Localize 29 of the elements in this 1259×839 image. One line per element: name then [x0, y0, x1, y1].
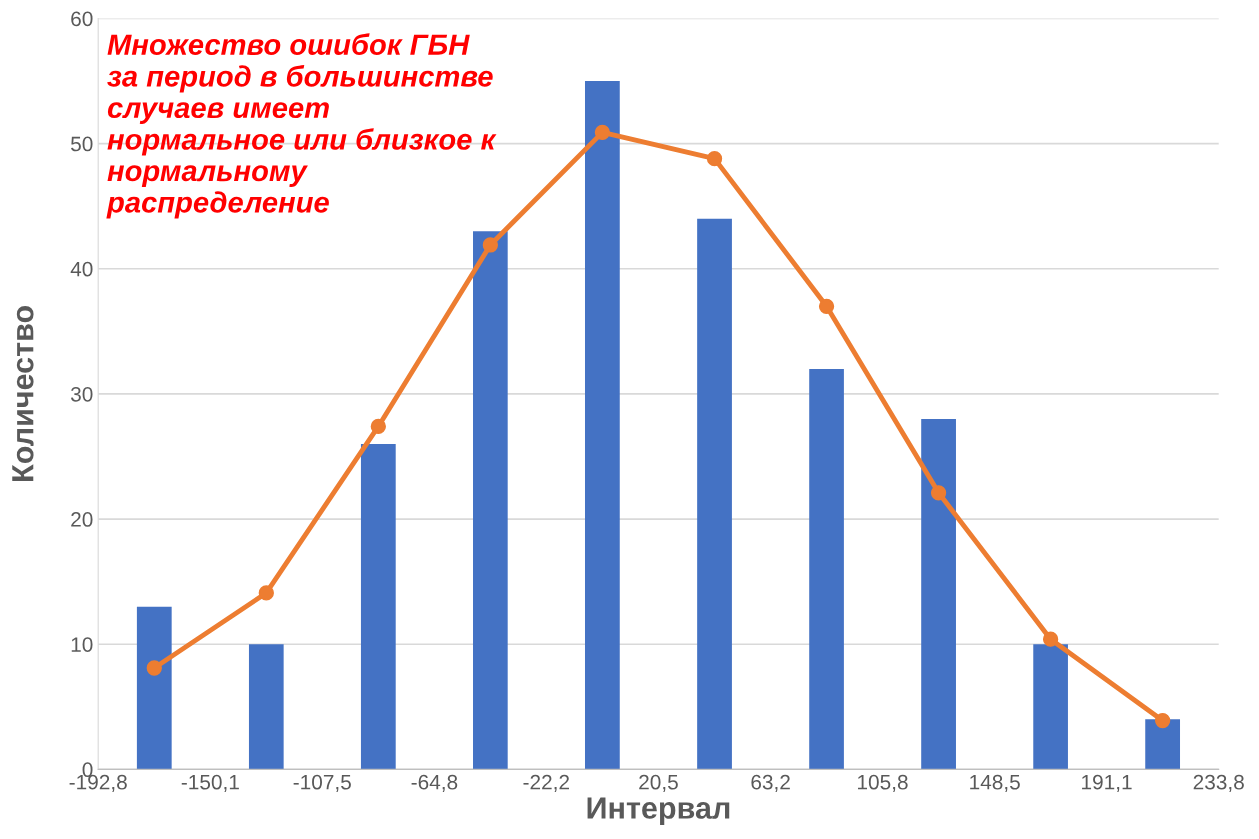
y-tick-label: 50 [71, 136, 93, 152]
point [146, 660, 162, 676]
point [706, 150, 723, 167]
y-tick-label: 10 [71, 637, 93, 652]
y-tick-label: 40 [70, 261, 93, 277]
point [594, 124, 611, 140]
point [258, 585, 274, 601]
x-tick-label: 233,8 [1193, 774, 1244, 792]
x-tick-label: 105,8 [858, 774, 908, 792]
x-tick-label: 148,5 [970, 774, 1020, 792]
x-tick-label: -22,2 [523, 774, 569, 792]
point [1042, 631, 1059, 647]
y-tick-label: 20 [71, 512, 93, 527]
x-tick-label: 20,5 [639, 774, 678, 792]
point [370, 418, 386, 435]
x-tick-label: -150,1 [181, 774, 239, 792]
x-axis-title: Интервал [587, 797, 730, 825]
x-tick-label: 63,2 [751, 774, 790, 792]
x-tick-label: 191,1 [1082, 774, 1132, 792]
annotation: Множество ошибок ГБН за период в большинстве случаев имеет нормальное или близкое к нормальному распределение [106, 33, 497, 219]
point [482, 237, 498, 253]
point [930, 485, 947, 501]
point [1154, 712, 1171, 729]
y-axis-title: Количество [12, 306, 34, 481]
y-tick-label: 30 [70, 386, 93, 402]
x-tick-label: -64,8 [411, 774, 458, 792]
y-tick-label: 60 [71, 11, 93, 27]
x-tick-label: -107,5 [293, 774, 351, 792]
point [818, 298, 835, 314]
